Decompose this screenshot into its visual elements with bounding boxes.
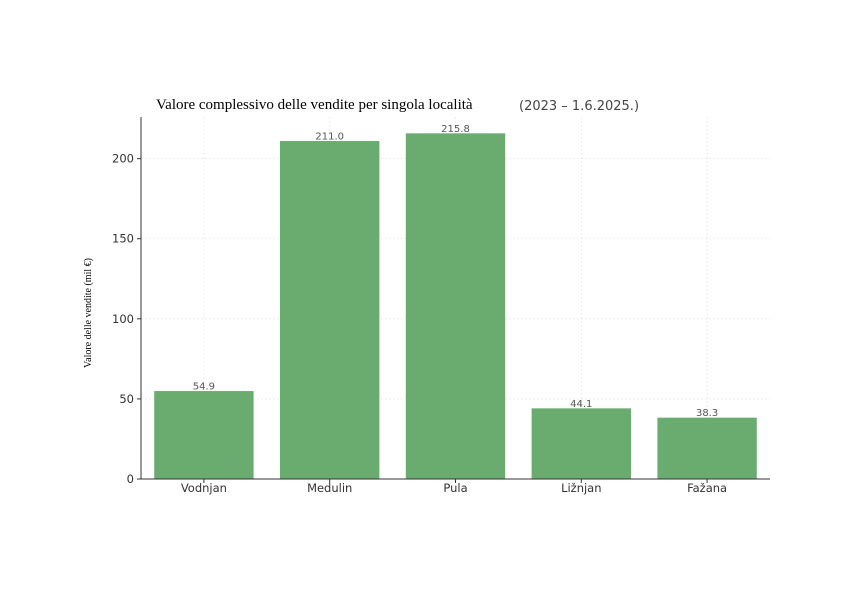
bar [405,133,506,479]
y-tick-label: 200 [112,152,134,166]
data-label: 38.3 [696,408,718,419]
chart-title: Valore complessivo delle vendite per sin… [156,97,473,113]
data-label: 211.0 [315,132,344,143]
axes: 0 50 100 150 200 Vodnjan Medulin Pula Ližnjan Faž… [112,117,770,495]
bar [280,141,380,479]
bars [154,133,757,479]
x-tick-label: Pula [443,481,467,495]
y-tick-label: 0 [127,472,134,486]
y-tick-label: 50 [119,392,134,406]
data-label: 215.8 [441,124,470,135]
data-labels: 54.9 211.0 215.8 44.1 38.3 [193,124,718,419]
x-tick-label: Medulin [307,481,352,495]
bar [154,391,254,479]
y-tick-label: 100 [112,312,134,326]
y-axis-label: Valore delle vendite (mil €) [83,258,94,368]
x-tick-label: Vodnjan [181,481,227,495]
bar [531,408,631,479]
data-label: 54.9 [193,382,215,393]
x-tick-label: Ližnjan [561,481,601,495]
y-tick-label: 150 [112,232,134,246]
chart-subtitle: (2023 – 1.6.2025.) [519,99,639,114]
x-tick-label: Fažana [687,481,727,495]
bar [657,417,757,479]
data-label: 44.1 [570,399,592,410]
